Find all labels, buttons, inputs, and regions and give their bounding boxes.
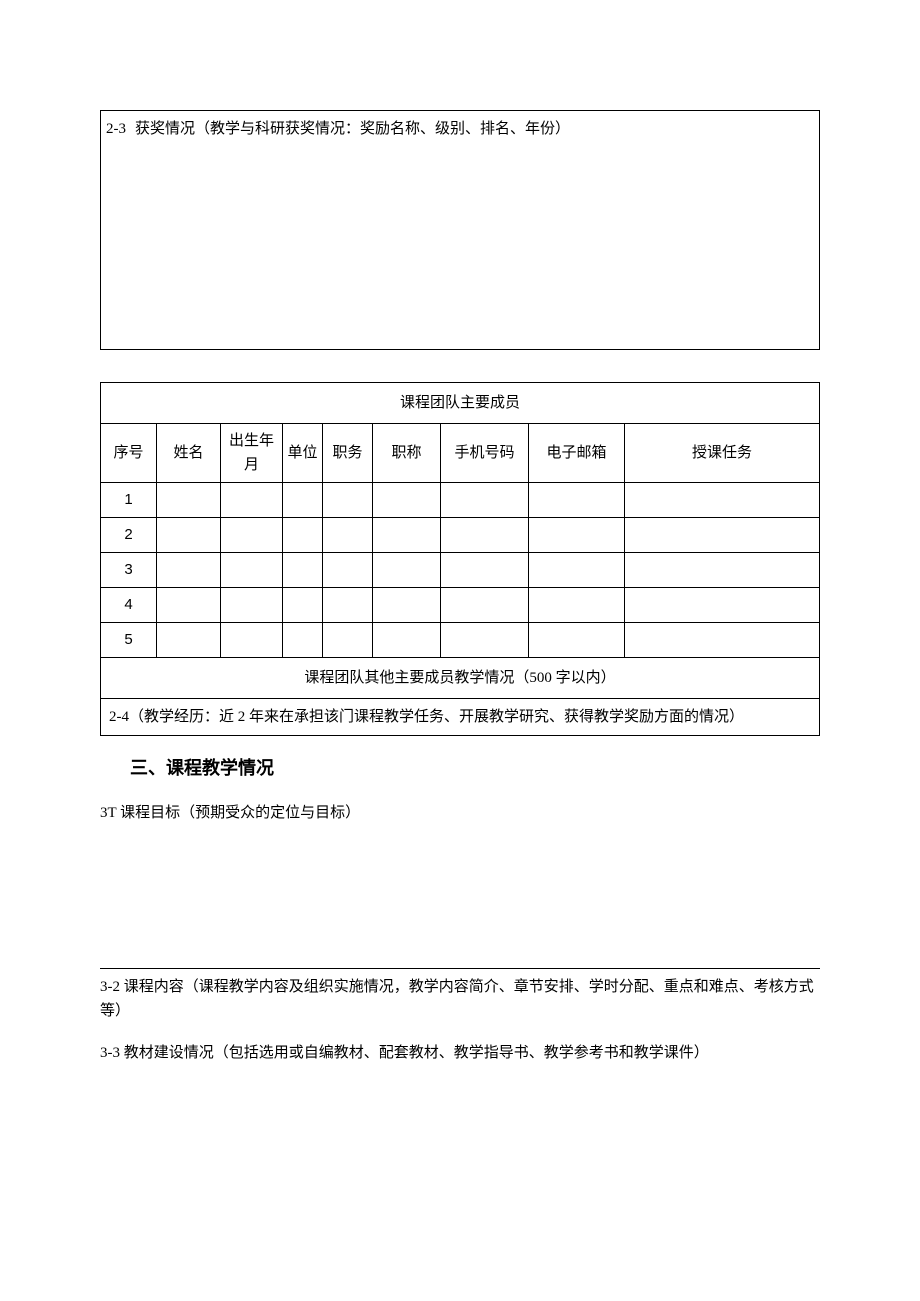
members-table-subtitle: 课程团队其他主要成员教学情况（500 字以内）	[101, 658, 820, 699]
section-3-3: 3-3 教材建设情况（包括选用或自编教材、配套教材、教学指导书、教学参考书和教学…	[100, 1041, 820, 1065]
row-email-4	[529, 588, 625, 623]
row-phone-1	[441, 483, 529, 518]
row-title-3	[373, 553, 441, 588]
section-2-3-box: 2-3 获奖情况（教学与科研获奖情况：奖励名称、级别、排名、年份）	[100, 110, 820, 350]
row-seq-3: 3	[101, 553, 157, 588]
row-birth-1	[221, 483, 283, 518]
section-2-4-text: 2-4（教学经历：近 2 年来在承担该门课程教学任务、开展教学研究、获得教学奖励…	[109, 709, 744, 725]
row-phone-4	[441, 588, 529, 623]
row-duty-3	[323, 553, 373, 588]
header-title: 职称	[373, 424, 441, 483]
section-2-3-label: 获奖情况（教学与科研获奖情况：奖励名称、级别、排名、年份）	[135, 121, 570, 137]
row-email-2	[529, 518, 625, 553]
row-unit-5	[283, 623, 323, 658]
row-title-5	[373, 623, 441, 658]
members-table-wrapper: 课程团队主要成员 序号 姓名 出生年月 单位 职务 职称 手机号码 电子邮箱 授…	[100, 382, 820, 736]
row-duty-5	[323, 623, 373, 658]
row-task-1	[625, 483, 820, 518]
header-email: 电子邮箱	[529, 424, 625, 483]
row-unit-2	[283, 518, 323, 553]
row-birth-2	[221, 518, 283, 553]
header-seq: 序号	[101, 424, 157, 483]
header-task: 授课任务	[625, 424, 820, 483]
heading-section-3: 三、课程教学情况	[130, 754, 820, 783]
row-seq-4: 4	[101, 588, 157, 623]
row-birth-5	[221, 623, 283, 658]
row-email-5	[529, 623, 625, 658]
row-unit-3	[283, 553, 323, 588]
row-name-4	[157, 588, 221, 623]
section-3t: 3T 课程目标（预期受众的定位与目标）	[100, 801, 820, 825]
row-title-4	[373, 588, 441, 623]
row-title-1	[373, 483, 441, 518]
row-birth-3	[221, 553, 283, 588]
row-seq-2: 2	[101, 518, 157, 553]
row-duty-1	[323, 483, 373, 518]
header-birth: 出生年月	[221, 424, 283, 483]
header-unit: 单位	[283, 424, 323, 483]
row-name-1	[157, 483, 221, 518]
row-task-3	[625, 553, 820, 588]
row-unit-1	[283, 483, 323, 518]
row-task-4	[625, 588, 820, 623]
row-name-2	[157, 518, 221, 553]
row-name-5	[157, 623, 221, 658]
row-seq-1: 1	[101, 483, 157, 518]
section-2-3-number: 2-3	[106, 117, 126, 141]
header-name: 姓名	[157, 424, 221, 483]
header-phone: 手机号码	[441, 424, 529, 483]
header-duty: 职务	[323, 424, 373, 483]
members-table-title: 课程团队主要成员	[101, 383, 820, 424]
row-phone-5	[441, 623, 529, 658]
section-3-1-space	[100, 829, 820, 969]
row-email-3	[529, 553, 625, 588]
row-seq-5: 5	[101, 623, 157, 658]
row-email-1	[529, 483, 625, 518]
row-task-2	[625, 518, 820, 553]
section-3-2: 3-2 课程内容（课程教学内容及组织实施情况，教学内容简介、章节安排、学时分配、…	[100, 975, 820, 1023]
row-task-5	[625, 623, 820, 658]
row-phone-3	[441, 553, 529, 588]
row-title-2	[373, 518, 441, 553]
row-duty-2	[323, 518, 373, 553]
members-table: 课程团队主要成员 序号 姓名 出生年月 单位 职务 职称 手机号码 电子邮箱 授…	[100, 382, 820, 736]
row-birth-4	[221, 588, 283, 623]
row-name-3	[157, 553, 221, 588]
row-phone-2	[441, 518, 529, 553]
section-2-4-cell: 2-4（教学经历：近 2 年来在承担该门课程教学任务、开展教学研究、获得教学奖励…	[101, 699, 820, 736]
row-duty-4	[323, 588, 373, 623]
row-unit-4	[283, 588, 323, 623]
